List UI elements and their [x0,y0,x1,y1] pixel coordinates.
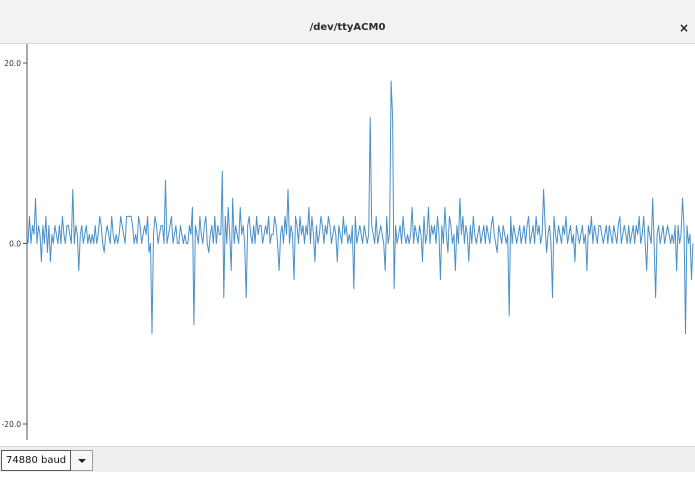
window-title: /dev/ttyACM0 [309,22,386,33]
bottom-toolbar: 74880 baud [0,446,695,472]
window-titlebar: /dev/ttyACM0 × [0,0,695,44]
baud-rate-select[interactable]: 74880 baud [1,450,93,472]
series-line [27,80,694,335]
plot-area: 20.0 0.0 -20.0 [0,44,695,446]
y-tick-label: 20.0 [4,59,21,68]
y-tick-label: -20.0 [2,420,22,429]
chevron-down-icon[interactable] [71,450,93,471]
serial-plot-chart: 20.0 0.0 -20.0 [2,44,694,440]
baud-rate-value[interactable]: 74880 baud [1,450,71,471]
footer-blank [0,472,695,494]
y-tick-label: 0.0 [9,240,21,249]
close-icon[interactable]: × [678,21,690,35]
